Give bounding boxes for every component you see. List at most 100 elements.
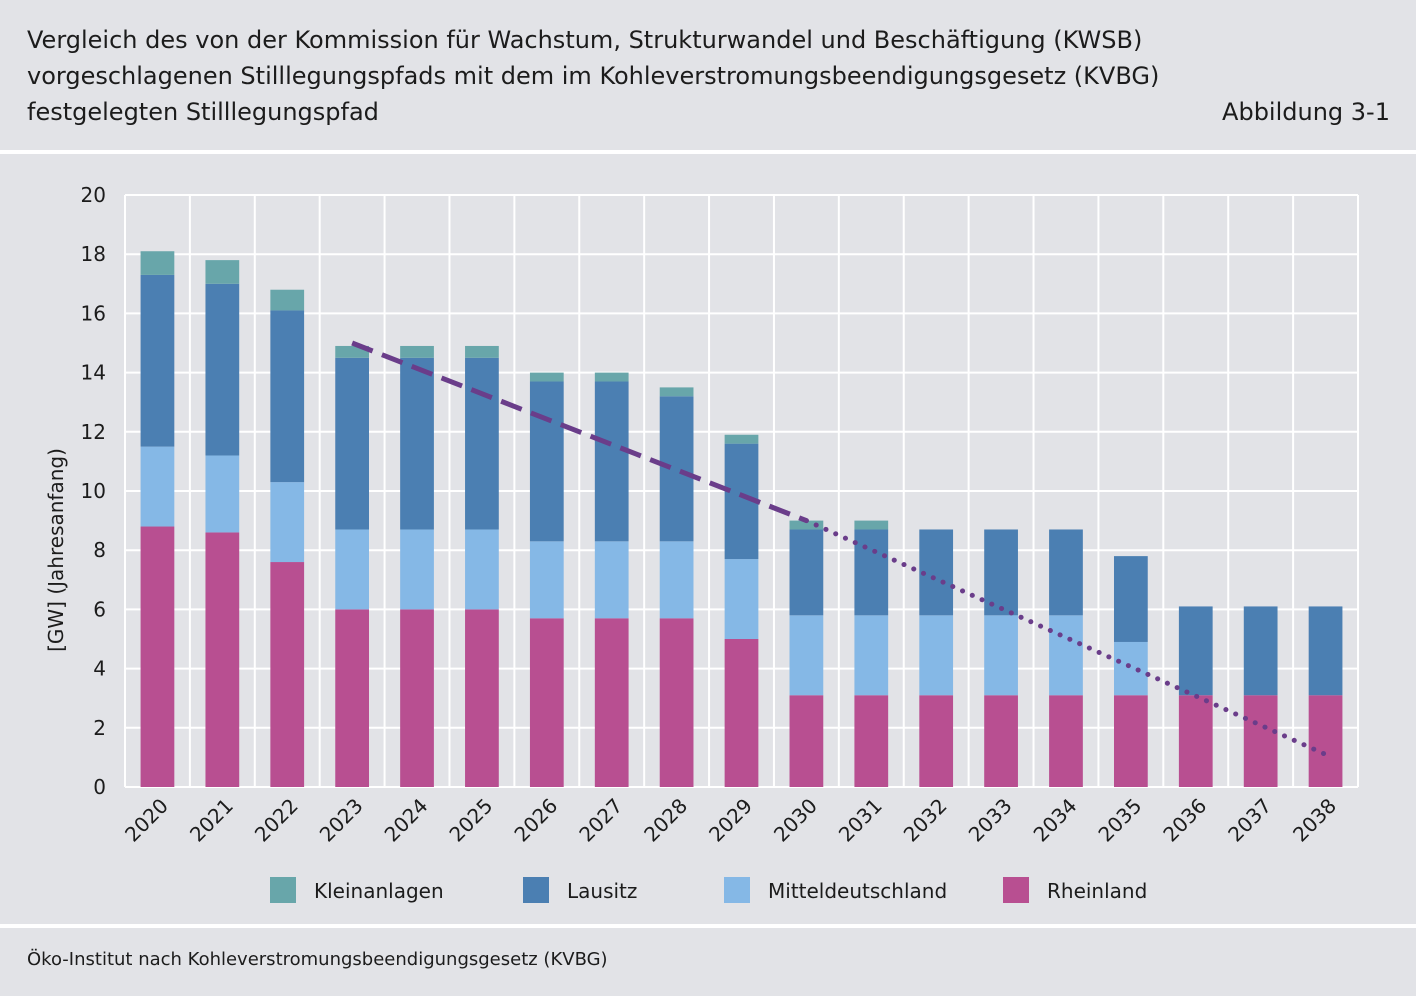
bar-rheinland-2022 [270, 562, 305, 787]
x-tick-label: 2031 [834, 794, 887, 847]
y-axis-label: [GW] (Jahresanfang) [44, 448, 68, 652]
bar-rheinland-2033 [984, 695, 1018, 787]
bar-mitteldeutschland-2022 [270, 482, 305, 563]
bar-mitteldeutschland-2024 [400, 529, 434, 610]
bar-lausitz-2025 [465, 357, 499, 530]
y-tick-label: 0 [93, 775, 106, 799]
bar-rheinland-2027 [594, 618, 629, 787]
footer-divider [0, 924, 1416, 928]
bar-rheinland-2034 [1049, 695, 1083, 787]
y-tick-label: 18 [81, 242, 106, 266]
bars [140, 251, 1343, 787]
legend-label-kleinanlagen: Kleinanlagen [314, 879, 444, 903]
bar-kleinanlagen-2027 [594, 372, 629, 382]
bar-kleinanlagen-2021 [205, 260, 240, 284]
bar-lausitz-2021 [205, 283, 240, 456]
bar-rheinland-2035 [1113, 695, 1148, 787]
y-tick-label: 2 [93, 716, 106, 740]
bar-mitteldeutschland-2028 [659, 541, 694, 619]
bar-kleinanlagen-2020 [140, 251, 175, 275]
bar-mitteldeutschland-2025 [465, 529, 499, 610]
bar-rheinland-2029 [724, 639, 759, 787]
bar-rheinland-2021 [205, 532, 240, 787]
bar-rheinland-2025 [465, 609, 499, 787]
x-tick-label: 2035 [1093, 794, 1146, 847]
bar-mitteldeutschland-2021 [205, 455, 240, 533]
bar-lausitz-2026 [529, 381, 564, 542]
bar-rheinland-2030 [789, 695, 824, 787]
bar-kleinanlagen-2031 [854, 520, 889, 530]
x-tick-label: 2030 [769, 794, 822, 847]
bar-mitteldeutschland-2027 [594, 541, 629, 619]
bar-mitteldeutschland-2035 [1113, 641, 1148, 696]
chart-title-line-3: festgelegten Stilllegungspfad [27, 98, 379, 126]
x-tick-label: 2037 [1223, 794, 1276, 847]
x-tick-label: 2033 [964, 794, 1017, 847]
x-tick-label: 2028 [639, 794, 692, 847]
bar-kleinanlagen-2024 [400, 345, 434, 358]
bar-mitteldeutschland-2033 [984, 615, 1018, 696]
y-tick-label: 4 [93, 657, 106, 681]
legend-swatch-mitteldeutschland [724, 877, 750, 903]
x-tick-label: 2024 [380, 794, 433, 847]
chart-title: Vergleich des von der Kommission für Wac… [27, 22, 1207, 130]
bar-kleinanlagen-2022 [270, 289, 305, 311]
y-tick-label: 14 [81, 361, 106, 385]
bar-rheinland-2031 [854, 695, 889, 787]
bar-mitteldeutschland-2031 [854, 615, 889, 696]
bar-lausitz-2022 [270, 310, 305, 483]
bar-rheinland-2032 [919, 695, 954, 787]
bar-lausitz-2038 [1308, 606, 1343, 696]
stacked-bar-chart: 0 2 4 6 8 10 12 14 16 18 20 2020 2021 2022 2023 2024 20… [44, 183, 1359, 847]
y-tick-label: 8 [93, 538, 106, 562]
header: Vergleich des von der Kommission für Wac… [0, 0, 1416, 150]
kwsb-path-dotted-segment [803, 518, 1329, 757]
bar-kleinanlagen-2025 [465, 345, 499, 358]
y-tick-label: 16 [81, 301, 106, 325]
bar-rheinland-2024 [400, 609, 434, 787]
x-tick-label: 2023 [315, 794, 368, 847]
x-tick-label: 2020 [120, 794, 173, 847]
kwsb-path [351, 340, 1329, 757]
y-tick-label: 10 [81, 479, 106, 503]
bar-rheinland-2023 [335, 609, 370, 787]
header-divider [0, 150, 1416, 154]
x-axis-ticks: 2020 2021 2022 2023 2024 2025 2026 2027 2028 2029… [120, 794, 1341, 847]
bar-rheinland-2038 [1308, 695, 1343, 787]
x-tick-label: 2027 [574, 794, 627, 847]
kwsb-path-dashed-segment [351, 340, 808, 523]
chart-title-line-1: Vergleich des von der Kommission für Wac… [27, 26, 1143, 54]
y-tick-label: 12 [81, 420, 106, 444]
y-axis-ticks: 0 2 4 6 8 10 12 14 16 18 20 [81, 183, 106, 799]
bar-mitteldeutschland-2026 [529, 541, 564, 619]
bar-lausitz-2024 [400, 357, 434, 530]
y-tick-label: 6 [93, 597, 106, 621]
bar-lausitz-2036 [1178, 606, 1213, 696]
figure-label: Abbildung 3-1 [1222, 98, 1390, 126]
bar-mitteldeutschland-2023 [335, 529, 370, 610]
bar-kleinanlagen-2029 [724, 434, 759, 444]
legend: Kleinanlagen Lausitz Mitteldeutschland R… [0, 873, 1416, 909]
x-tick-label: 2029 [704, 794, 757, 847]
source-note: Öko-Institut nach Kohleverstromungsbeend… [27, 949, 608, 970]
x-tick-label: 2038 [1288, 794, 1341, 847]
legend-swatch-rheinland [1003, 877, 1029, 903]
x-tick-label: 2034 [1029, 794, 1082, 847]
bar-mitteldeutschland-2030 [789, 615, 824, 696]
x-tick-label: 2021 [185, 794, 238, 847]
x-tick-label: 2036 [1158, 794, 1211, 847]
y-tick-label: 20 [81, 183, 106, 207]
chart-title-line-2: vorgeschlagenen Stilllegungspfads mit de… [27, 62, 1160, 90]
legend-label-lausitz: Lausitz [567, 879, 638, 903]
bar-kleinanlagen-2026 [529, 372, 564, 382]
bar-mitteldeutschland-2029 [724, 559, 759, 639]
bar-lausitz-2034 [1049, 529, 1083, 616]
chart-panel: 0 2 4 6 8 10 12 14 16 18 20 2020 2021 2022 2023 2024 20… [0, 154, 1416, 924]
bar-lausitz-2035 [1113, 556, 1148, 642]
bar-lausitz-2033 [984, 529, 1018, 616]
bar-lausitz-2030 [789, 529, 824, 616]
bar-rheinland-2028 [659, 618, 694, 787]
bar-lausitz-2028 [659, 396, 694, 542]
bar-rheinland-2037 [1243, 695, 1278, 787]
bar-rheinland-2020 [140, 526, 175, 787]
